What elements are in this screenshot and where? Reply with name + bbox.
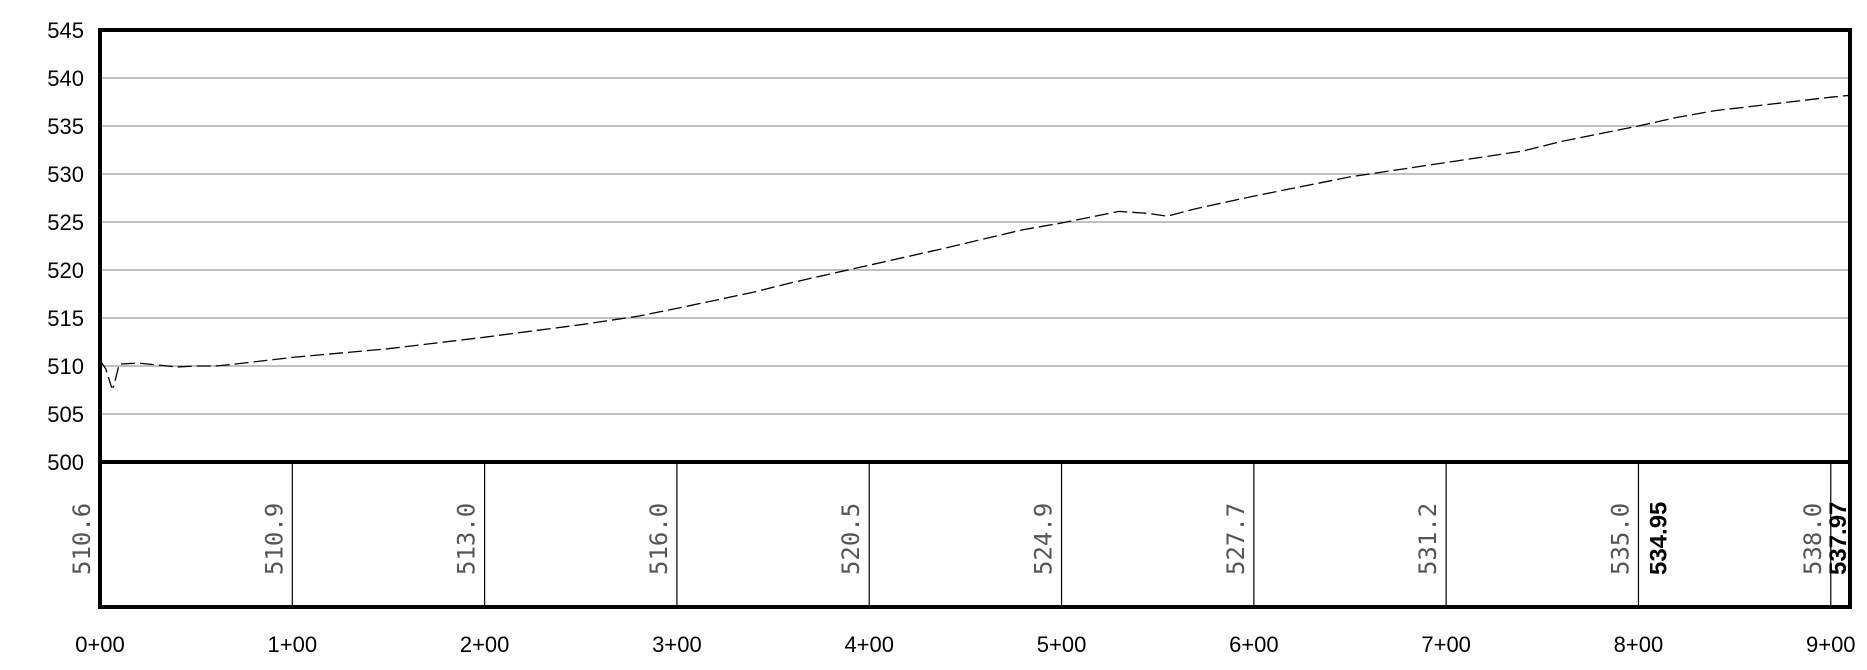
elevation-label-527.7: 527.7: [1222, 503, 1250, 575]
y-tick-label-525: 525: [47, 210, 84, 235]
y-tick-label-510: 510: [47, 354, 84, 379]
gridlines: [100, 77, 1850, 415]
y-tick-label-515: 515: [47, 306, 84, 331]
x-tick-labels: 0+00 1+00 2+00 3+00 4+00 5+00 6+00 7+00 8+00 9+00: [75, 632, 1855, 657]
elevation-label-510.6: 510.6: [68, 503, 96, 575]
series-layer: [99, 94, 1851, 388]
elevation-label-538.0: 538.0: [1799, 503, 1827, 575]
elevation-highlight-537.97: 537.97: [1825, 502, 1852, 575]
x-tick-label-5+00: 5+00: [1037, 632, 1087, 657]
elevation-label-520.5: 520.5: [837, 503, 865, 575]
elevation-label-510.9: 510.9: [260, 503, 288, 575]
elevation-label-535.0: 535.0: [1606, 503, 1634, 575]
y-tick-label-500: 500: [47, 450, 84, 475]
elevation-label-531.2: 531.2: [1414, 503, 1442, 575]
x-tick-label-2+00: 2+00: [460, 632, 510, 657]
x-tick-label-4+00: 4+00: [844, 632, 894, 657]
y-tick-label-540: 540: [47, 66, 84, 91]
chart-frame: [98, 28, 1852, 609]
series-line-0: [99, 94, 1851, 388]
y-tick-label-545: 545: [47, 18, 84, 43]
elevation-label-516.0: 516.0: [645, 503, 673, 575]
x-tick-label-7+00: 7+00: [1421, 632, 1471, 657]
x-tick-label-0+00: 0+00: [75, 632, 125, 657]
plot-border: [98, 28, 1852, 464]
elevation-labels: 510.6 510.9 513.0 516.0 520.5 524.9 527.7 531.2…: [68, 502, 1852, 575]
x-tick-label-1+00: 1+00: [268, 632, 318, 657]
x-tick-label-8+00: 8+00: [1614, 632, 1664, 657]
x-tick-label-3+00: 3+00: [652, 632, 702, 657]
x-tick-label-6+00: 6+00: [1229, 632, 1279, 657]
elevation-label-524.9: 524.9: [1030, 503, 1058, 575]
x-tick-label-9+00: 9+00: [1806, 632, 1856, 657]
y-tick-label-535: 535: [47, 114, 84, 139]
y-tick-label-530: 530: [47, 162, 84, 187]
y-tick-label-520: 520: [47, 258, 84, 283]
elevation-highlight-534.95: 534.95: [1645, 502, 1672, 575]
y-tick-labels: 500 505 510 515 520 525 530 535 540 545: [47, 18, 84, 475]
elevation-label-513.0: 513.0: [453, 503, 481, 575]
y-tick-label-505: 505: [47, 402, 84, 427]
elevation-band: [291, 462, 1832, 607]
